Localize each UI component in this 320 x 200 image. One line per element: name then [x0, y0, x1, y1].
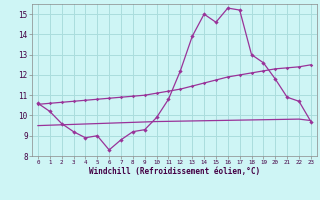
X-axis label: Windchill (Refroidissement éolien,°C): Windchill (Refroidissement éolien,°C)	[89, 167, 260, 176]
